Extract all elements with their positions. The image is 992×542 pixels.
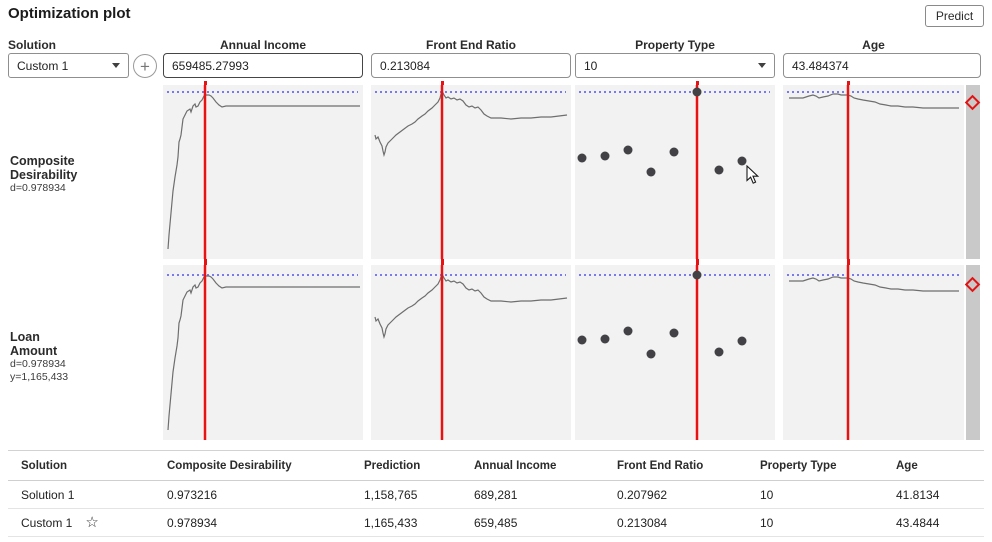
plot-desirability-front-end-ratio[interactable]: [371, 85, 571, 259]
response-label-loan-amount: Loan Amount d=0.978934 y=1,165,433: [10, 330, 69, 383]
factor-label-annual-income: Annual Income: [219, 38, 306, 52]
col-header-front-end-ratio: Front End Ratio: [617, 459, 704, 472]
factor-label-age: Age: [862, 38, 885, 52]
property-type-select-value: 10: [584, 58, 598, 73]
col-header-property-type: Property Type: [760, 459, 837, 472]
plot-desirability-age[interactable]: [783, 85, 964, 259]
factor-label-property-type: Property Type: [635, 38, 715, 52]
desirability-scale-strip: [966, 265, 980, 440]
red-setting-line: [847, 81, 850, 85]
table-header-row: Solution Composite Desirability Predicti…: [8, 450, 984, 481]
red-setting-line: [204, 259, 207, 265]
mouse-cursor-icon: [746, 165, 760, 184]
desirability-scale-strip: [966, 85, 980, 259]
red-setting-line: [847, 259, 850, 265]
chevron-down-icon: [112, 63, 120, 68]
chevron-down-icon: [758, 63, 766, 68]
factor-label-front-end-ratio: Front End Ratio: [426, 38, 516, 52]
table-row[interactable]: Solution 1 0.973216 1,158,765 689,281 0.…: [8, 481, 984, 509]
table-row[interactable]: Custom 1 ☆ 0.978934 1,165,433 659,485 0.…: [8, 509, 984, 537]
cell-front-end-ratio: 0.207962: [617, 487, 668, 502]
col-header-age: Age: [896, 459, 918, 472]
plot-loan-amount-annual-income[interactable]: [163, 265, 363, 440]
cell-front-end-ratio: 0.213084: [617, 515, 668, 530]
response-label-composite-desirability: Composite Desirability d=0.978934: [10, 154, 78, 194]
solution-select-value: Custom 1: [17, 58, 69, 73]
red-setting-line: [441, 81, 444, 85]
solution-select[interactable]: Custom 1: [8, 53, 129, 78]
red-setting-line: [441, 259, 444, 265]
red-setting-line: [204, 81, 207, 85]
plot-loan-amount-front-end-ratio[interactable]: [371, 265, 571, 440]
plot-loan-amount-property-type[interactable]: [575, 265, 775, 440]
plot-desirability-property-type[interactable]: [575, 85, 775, 259]
cell-property-type: 10: [760, 487, 774, 502]
cell-composite-desirability: 0.978934: [167, 515, 218, 530]
add-solution-button[interactable]: +: [133, 54, 157, 78]
plot-loan-amount-age[interactable]: [783, 265, 964, 440]
cell-composite-desirability: 0.973216: [167, 487, 218, 502]
col-header-composite-desirability: Composite Desirability: [167, 459, 292, 472]
annual-income-input[interactable]: [163, 53, 363, 78]
cell-age: 43.4844: [896, 515, 940, 530]
solution-name: Custom 1: [21, 515, 73, 530]
cell-prediction: 1,158,765: [364, 487, 418, 502]
cell-age: 41.8134: [896, 487, 940, 502]
front-end-ratio-input[interactable]: [371, 53, 571, 78]
solutions-table: Solution Composite Desirability Predicti…: [8, 450, 984, 537]
col-header-annual-income: Annual Income: [474, 459, 557, 472]
solution-label: Solution: [8, 38, 56, 52]
star-icon[interactable]: ☆: [85, 514, 99, 531]
solution-name: Solution 1: [21, 487, 75, 502]
red-setting-line: [696, 81, 699, 85]
cell-annual-income: 659,485: [474, 515, 518, 530]
cell-property-type: 10: [760, 515, 774, 530]
predict-button[interactable]: Predict: [925, 5, 984, 27]
col-header-solution: Solution: [21, 459, 67, 472]
col-header-prediction: Prediction: [364, 459, 421, 472]
red-setting-line: [696, 259, 699, 265]
cell-annual-income: 689,281: [474, 487, 518, 502]
plot-desirability-annual-income[interactable]: [163, 85, 363, 259]
age-input[interactable]: [783, 53, 981, 78]
property-type-select[interactable]: 10: [575, 53, 775, 78]
page-title: Optimization plot: [8, 5, 131, 22]
cell-prediction: 1,165,433: [364, 515, 418, 530]
